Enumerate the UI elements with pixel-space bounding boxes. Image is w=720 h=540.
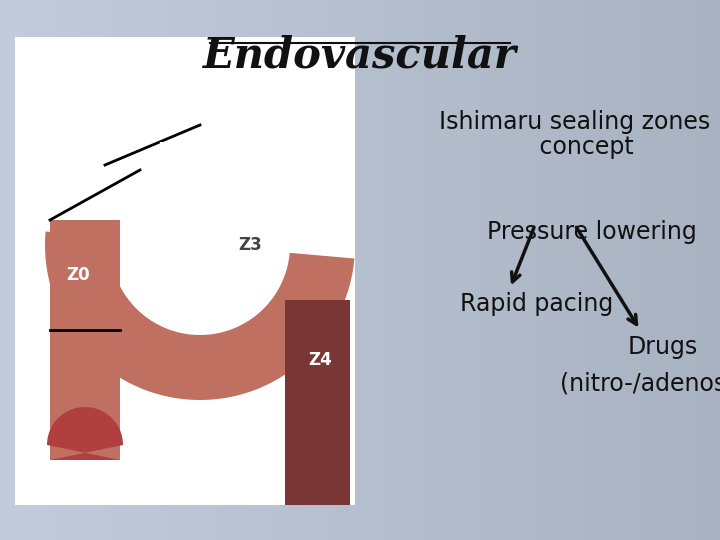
Text: Ishimaru sealing zones: Ishimaru sealing zones bbox=[439, 110, 711, 134]
Text: Z2: Z2 bbox=[158, 141, 182, 159]
Text: Z0: Z0 bbox=[66, 266, 90, 284]
Text: Z3: Z3 bbox=[238, 236, 262, 254]
Text: Z1: Z1 bbox=[113, 186, 137, 204]
Text: concept: concept bbox=[517, 135, 634, 159]
Polygon shape bbox=[45, 232, 354, 400]
Polygon shape bbox=[50, 220, 120, 460]
Polygon shape bbox=[285, 300, 350, 505]
Text: Z4: Z4 bbox=[308, 351, 332, 369]
Polygon shape bbox=[47, 407, 123, 460]
Text: Drugs: Drugs bbox=[628, 335, 698, 359]
Text: (nitro-/adenosine): (nitro-/adenosine) bbox=[560, 372, 720, 396]
Text: Endovascular: Endovascular bbox=[203, 34, 517, 76]
Text: Rapid pacing: Rapid pacing bbox=[460, 292, 613, 316]
FancyBboxPatch shape bbox=[15, 37, 355, 505]
Text: Pressure lowering: Pressure lowering bbox=[487, 220, 697, 244]
